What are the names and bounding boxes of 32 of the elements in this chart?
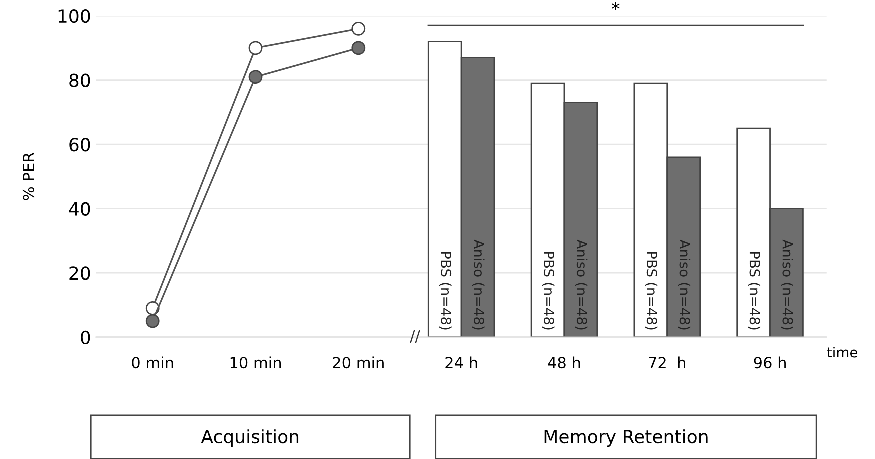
y-tick-label: 40 [69,202,90,216]
point [248,41,263,56]
y-tick-label: 0 [81,330,90,344]
y-tick-label: 60 [70,138,90,152]
point [352,41,366,56]
series-label: PBS (n=48) [439,252,452,330]
point [352,22,366,36]
point [146,314,160,328]
text: Acquisition [201,430,299,448]
point [248,70,263,84]
x-tick-label: 20 min [333,356,384,369]
x-tick-label: 48 h [548,356,580,369]
text: Aniso (n=48) [678,240,691,330]
text: * [612,2,620,10]
text: Aniso (n=48) [575,240,588,330]
y-tick-label: 20 [70,266,90,280]
text: PBS (n=48) [645,252,658,330]
y-axis-title: % PER [22,152,35,200]
y-tick-label: 100 [58,10,90,24]
y-tick-label: 80 [70,74,90,88]
text: time [827,347,858,358]
x-tick-label: 72 h [649,356,686,368]
x-tick-label: 10 min [230,356,282,369]
text: PBS (n=48) [542,252,555,330]
annotation: // [410,330,420,343]
x-tick-label: 24 h [446,356,478,368]
text: Memory Retention [544,430,708,448]
text: PBS (n=48) [748,252,761,330]
series-label: Aniso (n=48) [472,240,485,330]
x-tick-label: 0 min [132,356,174,369]
text: Aniso (n=48) [781,240,794,330]
x-tick-label: 96 h [754,356,786,369]
